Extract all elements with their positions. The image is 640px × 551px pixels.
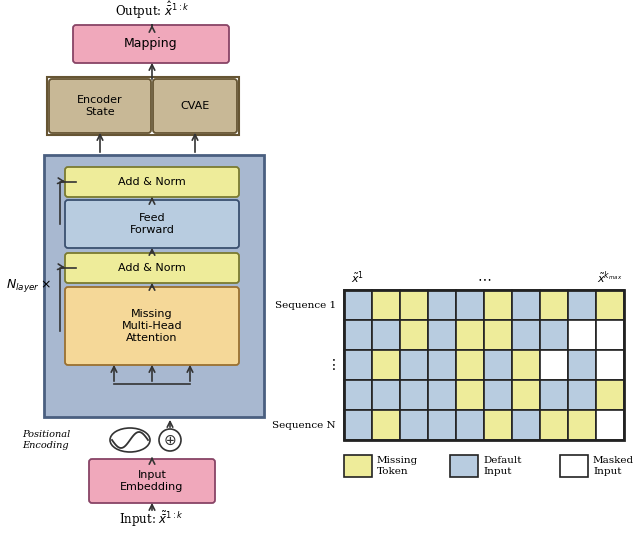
- Bar: [540, 410, 568, 440]
- Text: $N_{layer}\times$: $N_{layer}\times$: [6, 278, 51, 294]
- Bar: [512, 290, 540, 320]
- Bar: [540, 380, 568, 410]
- Bar: [596, 350, 624, 380]
- Bar: [456, 380, 484, 410]
- Bar: [512, 320, 540, 350]
- Text: Masked
Input: Masked Input: [593, 456, 634, 476]
- Text: Encoder
State: Encoder State: [77, 95, 123, 117]
- Bar: [568, 350, 596, 380]
- FancyBboxPatch shape: [65, 167, 239, 197]
- FancyBboxPatch shape: [89, 459, 215, 503]
- Text: Missing
Multi-Head
Attention: Missing Multi-Head Attention: [122, 310, 182, 343]
- Bar: [512, 350, 540, 380]
- Bar: [400, 290, 428, 320]
- Bar: [560, 455, 588, 477]
- Bar: [456, 290, 484, 320]
- Text: Sequence 1: Sequence 1: [275, 300, 336, 310]
- Bar: [456, 320, 484, 350]
- Bar: [596, 410, 624, 440]
- Bar: [47, 77, 239, 135]
- Bar: [344, 455, 372, 477]
- Text: Missing
Token: Missing Token: [377, 456, 419, 476]
- Bar: [428, 350, 456, 380]
- Circle shape: [159, 429, 181, 451]
- Bar: [344, 320, 372, 350]
- Bar: [512, 410, 540, 440]
- Text: Input: $\tilde{\bar{x}}^{1:k}$: Input: $\tilde{\bar{x}}^{1:k}$: [120, 509, 184, 529]
- Text: Add & Norm: Add & Norm: [118, 263, 186, 273]
- FancyBboxPatch shape: [49, 79, 151, 133]
- Bar: [372, 410, 400, 440]
- FancyBboxPatch shape: [153, 79, 237, 133]
- Bar: [456, 410, 484, 440]
- FancyBboxPatch shape: [65, 200, 239, 248]
- Bar: [456, 350, 484, 380]
- Bar: [428, 410, 456, 440]
- Bar: [344, 410, 372, 440]
- Bar: [344, 380, 372, 410]
- Text: $\tilde{x}^{k_{max}}$: $\tilde{x}^{k_{max}}$: [597, 269, 623, 287]
- Bar: [540, 350, 568, 380]
- Text: CVAE: CVAE: [180, 101, 210, 111]
- Bar: [484, 350, 512, 380]
- Text: Feed
Forward: Feed Forward: [129, 213, 175, 235]
- Bar: [484, 410, 512, 440]
- Bar: [372, 290, 400, 320]
- Text: $\tilde{x}^1$: $\tilde{x}^1$: [351, 269, 365, 287]
- Text: $\cdots$: $\cdots$: [477, 271, 491, 285]
- Bar: [540, 320, 568, 350]
- Bar: [512, 380, 540, 410]
- Bar: [372, 350, 400, 380]
- Text: Default
Input: Default Input: [483, 456, 522, 476]
- Text: Positional
Encoding: Positional Encoding: [22, 430, 70, 450]
- Bar: [484, 290, 512, 320]
- FancyBboxPatch shape: [65, 287, 239, 365]
- Bar: [372, 320, 400, 350]
- Bar: [596, 320, 624, 350]
- Bar: [450, 455, 478, 477]
- Bar: [400, 410, 428, 440]
- Bar: [344, 290, 372, 320]
- Bar: [400, 380, 428, 410]
- Text: $\vdots$: $\vdots$: [326, 358, 336, 372]
- Bar: [344, 290, 624, 440]
- Bar: [344, 350, 372, 380]
- Bar: [400, 350, 428, 380]
- Bar: [540, 290, 568, 320]
- Bar: [568, 320, 596, 350]
- FancyBboxPatch shape: [65, 253, 239, 283]
- Bar: [568, 380, 596, 410]
- Bar: [596, 290, 624, 320]
- Bar: [44, 155, 264, 417]
- Bar: [568, 410, 596, 440]
- Text: Sequence N: Sequence N: [273, 420, 336, 429]
- Bar: [568, 290, 596, 320]
- FancyBboxPatch shape: [73, 25, 229, 63]
- Text: $\oplus$: $\oplus$: [163, 433, 177, 447]
- Bar: [372, 380, 400, 410]
- Text: Add & Norm: Add & Norm: [118, 177, 186, 187]
- Bar: [484, 320, 512, 350]
- Bar: [428, 320, 456, 350]
- Bar: [596, 380, 624, 410]
- Bar: [428, 380, 456, 410]
- Bar: [484, 380, 512, 410]
- Text: Output: $\hat{\bar{x}}^{1:k}$: Output: $\hat{\bar{x}}^{1:k}$: [115, 0, 189, 21]
- Text: Input
Embedding: Input Embedding: [120, 470, 184, 492]
- Bar: [428, 290, 456, 320]
- Text: Mapping: Mapping: [124, 37, 178, 51]
- Bar: [400, 320, 428, 350]
